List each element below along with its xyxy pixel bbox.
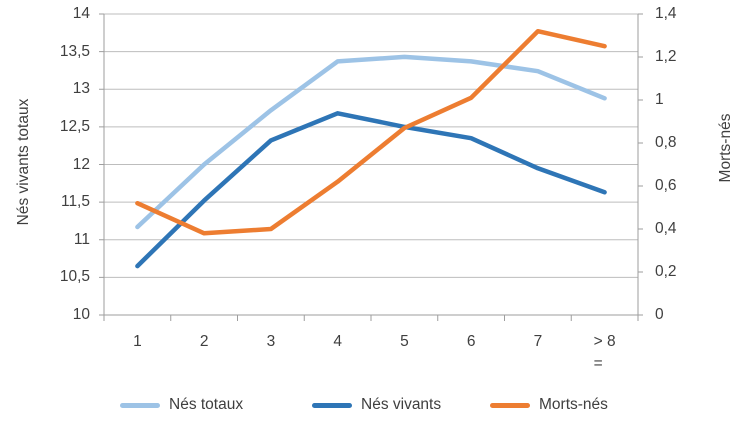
x-axis-tick-label: 4 <box>333 333 342 350</box>
right-axis-tick-label: 1 <box>655 91 664 108</box>
right-axis-tick-label: 1,4 <box>655 5 677 22</box>
right-axis-tick-label: 0,4 <box>655 220 677 237</box>
left-axis-tick-label: 11,5 <box>60 193 90 211</box>
right-axis-tick-label: 0,8 <box>655 134 677 151</box>
legend-line-icon <box>120 402 160 408</box>
left-axis-title: Nés vivants totaux <box>15 98 32 226</box>
left-axis-tick-label: 12 <box>72 155 90 173</box>
legend-item-nes-totaux: Nés totaux <box>120 394 243 416</box>
series-line-3 <box>135 28 607 236</box>
x-axis-tick-label: 5 <box>400 333 409 350</box>
x-axis-tick-label: > 8 = <box>593 333 616 372</box>
legend-item-morts-nes: Morts-nés <box>490 394 608 416</box>
x-axis-tick-label: 2 <box>199 333 209 350</box>
x-axis-tick-label: 3 <box>266 333 276 350</box>
left-axis-tick-label: 12,5 <box>59 117 90 135</box>
right-axis-tick-label: 0,2 <box>655 263 677 280</box>
left-axis-tick-label: 10 <box>72 306 90 323</box>
x-axis-tick-label: 1 <box>133 333 142 350</box>
left-axis-tick-label: 11 <box>73 230 90 248</box>
right-axis-tick-label: 0,6 <box>655 177 677 194</box>
legend-item-nes-vivants: Nés vivants <box>312 394 441 416</box>
right-axis-tick-label: 1,2 <box>655 48 677 65</box>
legend-line-icon <box>312 402 352 408</box>
legend-label: Morts-nés <box>539 396 608 413</box>
left-axis-tick-label: 14 <box>72 5 90 22</box>
right-axis-tick-label: 0 <box>655 306 664 323</box>
legend-label: Nés totaux <box>169 396 244 413</box>
legend-label: Nés vivants <box>361 396 442 413</box>
series-line-1 <box>135 54 607 230</box>
left-axis-tick-label: 13,5 <box>59 42 90 60</box>
left-axis-tick-label: 13 <box>72 80 90 98</box>
x-axis-tick-label: 7 <box>533 333 543 350</box>
legend-line-icon <box>490 402 530 408</box>
right-axis-title: Morts-nés <box>717 113 734 183</box>
series-line-2 <box>135 111 607 269</box>
x-axis-tick-label: 6 <box>466 333 476 350</box>
left-axis-tick-label: 10,5 <box>59 268 90 286</box>
